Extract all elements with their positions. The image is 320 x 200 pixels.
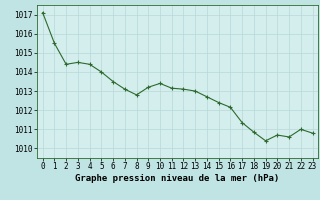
X-axis label: Graphe pression niveau de la mer (hPa): Graphe pression niveau de la mer (hPa): [76, 174, 280, 183]
